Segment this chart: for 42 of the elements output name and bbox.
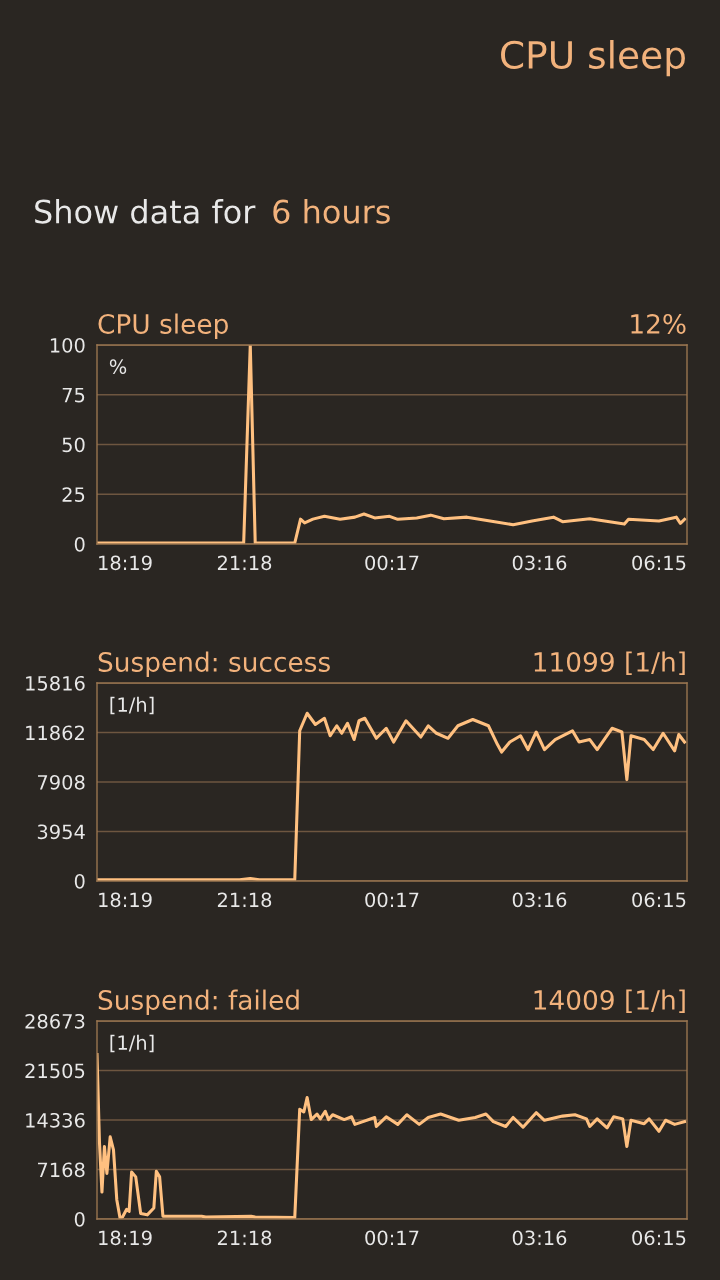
x-tick-label: 18:19 — [99, 892, 152, 908]
x-tick-label: 03:16 — [512, 892, 567, 908]
x-tick-label: 06:15 — [632, 1230, 686, 1246]
y-tick-label: 100 — [50, 337, 85, 353]
y-tick-label: 15816 — [26, 675, 85, 691]
x-tick-label: 00:17 — [365, 1230, 419, 1246]
x-tick-label: 18:19 — [99, 555, 152, 571]
y-tick-label: 21505 — [25, 1063, 85, 1079]
y-axis-title: [1/h] — [110, 696, 154, 715]
chart-title: CPU sleep — [98, 313, 228, 340]
y-tick-label: 75 — [62, 387, 85, 403]
y-tick-label: 50 — [62, 437, 85, 453]
y-tick-label: 0 — [74, 1211, 85, 1227]
x-tick-label: 21:18 — [217, 1230, 272, 1246]
x-tick-label: 18:19 — [99, 1230, 152, 1246]
x-tick-label: 21:18 — [217, 555, 272, 571]
y-tick-label: 3954 — [37, 824, 85, 840]
y-tick-label: 0 — [74, 873, 85, 889]
x-tick-label: 00:17 — [365, 555, 419, 571]
y-axis-title: % — [109, 359, 127, 374]
x-tick-label: 06:15 — [632, 555, 686, 571]
y-axis-title: [1/h] — [110, 1034, 154, 1053]
y-tick-label: 28673 — [25, 1013, 85, 1029]
text: 6 hours — [273, 199, 390, 224]
x-tick-label: 03:16 — [512, 555, 567, 571]
y-tick-label: 14336 — [26, 1112, 85, 1128]
x-tick-label: 03:16 — [512, 1230, 567, 1246]
y-tick-label: 7908 — [38, 774, 85, 790]
x-tick-label: 21:18 — [217, 892, 272, 908]
text: 11099 [1/h] — [534, 651, 685, 676]
text: 14009 [1/h] — [534, 989, 685, 1014]
y-tick-label: 7168 — [38, 1162, 85, 1178]
text: Show data for — [35, 199, 256, 224]
y-tick-label: 11862 — [26, 725, 84, 741]
text: 12% — [631, 313, 686, 334]
chart-title: Suspend: success — [98, 651, 330, 678]
text: CPU sleep — [501, 39, 685, 77]
chart-title: Suspend: failed — [98, 989, 299, 1016]
x-tick-label: 06:15 — [632, 892, 686, 908]
y-tick-label: 0 — [74, 536, 85, 552]
y-tick-label: 25 — [62, 487, 85, 502]
x-tick-label: 00:17 — [365, 892, 419, 908]
